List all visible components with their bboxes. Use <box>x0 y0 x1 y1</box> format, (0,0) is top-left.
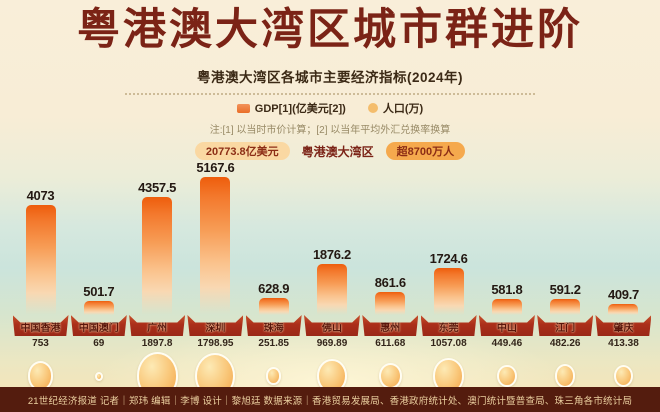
legend-item-gdp: GDP[1](亿美元[2]) <box>236 100 346 116</box>
gdp-total-badge: 20773.8亿美元 <box>194 142 290 161</box>
population-circle-zone <box>537 352 594 400</box>
chart-legend: GDP[1](亿美元[2]) 人口(万) <box>0 100 660 116</box>
chart-column: 861.6 惠州 611.68 <box>362 160 419 400</box>
city-label-plaque: 深圳 <box>187 315 244 336</box>
gdp-value-label: 409.7 <box>607 286 639 302</box>
gdp-value-label: 581.8 <box>491 282 523 298</box>
page-title: 粤港澳大湾区城市群进阶 <box>77 5 583 55</box>
population-value-label: 611.68 <box>375 338 406 349</box>
population-value-label: 413.38 <box>608 338 639 349</box>
city-label-plaque: 广州 <box>129 315 186 336</box>
city-label-plaque: 中国香港 <box>12 315 69 336</box>
gdp-swatch-icon <box>236 103 250 113</box>
gdp-bar <box>25 204 56 315</box>
population-circle <box>613 365 634 387</box>
footnote: 注:[1] 以当时市价计算；[2] 以当年平均外汇兑换率换算 <box>209 125 451 137</box>
population-circle-zone <box>595 352 652 400</box>
gdp-bar <box>142 196 173 315</box>
gdp-value-label: 628.9 <box>258 281 290 296</box>
gdp-bar-zone: 409.7 <box>595 160 652 315</box>
summary-row: 20773.8亿美元 粤港澳大湾区 超8700万人 <box>0 142 660 161</box>
footer-credits: 21世纪经济报道 记者｜郑玮 编辑｜李博 设计｜黎旭廷 数据来源｜香港贸易发展局… <box>0 387 660 412</box>
city-label-plaque: 惠州 <box>362 315 419 336</box>
city-label-plaque: 中山 <box>478 315 535 336</box>
population-value-label: 1897.8 <box>141 338 173 349</box>
gdp-bar-zone: 1876.2 <box>303 160 360 315</box>
chart-column: 1876.2 佛山 969.89 <box>303 160 360 400</box>
gdp-bar <box>258 298 289 315</box>
city-label-plaque: 东莞 <box>420 315 477 336</box>
population-circle <box>266 367 282 385</box>
chart-column: 5167.6 深圳 1798.95 <box>187 160 244 400</box>
population-value-label: 1798.95 <box>197 338 234 349</box>
population-swatch-icon <box>367 103 378 114</box>
city-label-plaque: 佛山 <box>303 315 360 336</box>
population-value-label: 69 <box>93 338 105 349</box>
population-value-label: 251.85 <box>258 338 289 349</box>
population-total-badge: 超8700万人 <box>385 142 466 161</box>
population-value-label: 449.46 <box>491 338 523 349</box>
chart-column: 581.8 中山 449.46 <box>478 160 535 400</box>
legend-item-population: 人口(万) <box>367 100 424 116</box>
chart-column: 1724.6 东莞 1057.08 <box>420 160 477 400</box>
gdp-value-label: 1876.2 <box>313 247 351 263</box>
gdp-value-label: 501.7 <box>83 284 115 300</box>
gdp-bar-zone: 4073 <box>12 160 69 315</box>
population-circle <box>554 364 576 388</box>
gdp-bar <box>550 299 581 315</box>
gdp-value-label: 5167.6 <box>196 160 235 175</box>
population-value-label: 753 <box>32 338 49 349</box>
gdp-value-label: 1724.6 <box>429 251 468 267</box>
gdp-bar-zone: 861.6 <box>362 160 419 315</box>
population-value-label: 482.26 <box>549 338 581 349</box>
population-circle <box>94 371 103 381</box>
gdp-bar-zone: 628.9 <box>245 160 302 315</box>
population-circle <box>378 362 402 390</box>
gdp-bar <box>83 301 114 315</box>
city-label-plaque: 珠海 <box>245 315 302 336</box>
chart-subtitle: 粤港澳大湾区各城市主要经济指标(2024年) <box>196 70 464 86</box>
gdp-bar <box>316 264 347 315</box>
population-value-label: 969.89 <box>316 338 348 349</box>
population-legend-label: 人口(万) <box>382 103 424 116</box>
gdp-bar-zone: 591.2 <box>537 160 594 315</box>
chart-column: 628.9 珠海 251.85 <box>245 160 302 400</box>
chart-column: 591.2 江门 482.26 <box>537 160 594 400</box>
population-circle-zone <box>70 352 127 400</box>
population-circle <box>496 364 517 388</box>
city-label-plaque: 肇庆 <box>595 315 652 336</box>
gdp-bar <box>491 299 522 315</box>
chart-column: 4357.5 广州 1897.8 <box>129 160 186 400</box>
population-circle-zone <box>245 352 302 400</box>
gdp-value-label: 4073 <box>26 187 55 203</box>
gdp-bar <box>608 303 639 315</box>
gdp-bar-zone: 501.7 <box>70 160 127 315</box>
gdp-value-label: 591.2 <box>549 282 581 297</box>
gdp-value-label: 4357.5 <box>138 179 177 195</box>
gdp-value-label: 861.6 <box>374 274 406 290</box>
gdp-legend-label: GDP[1](亿美元[2]) <box>254 103 346 116</box>
chart-column: 501.7 中国澳门 69 <box>70 160 127 400</box>
gdp-bar <box>200 177 231 315</box>
bar-chart: 4073 中国香港 753 501.7 中国澳门 69 4357.5 广州 1897.8 5167… <box>12 160 652 400</box>
population-value-label: 1057.08 <box>430 338 467 349</box>
chart-column: 4073 中国香港 753 <box>12 160 69 400</box>
chart-column: 409.7 肇庆 413.38 <box>595 160 652 400</box>
gdp-bar-zone: 5167.6 <box>187 160 244 315</box>
population-circle-zone <box>478 352 535 400</box>
gdp-bar-zone: 581.8 <box>478 160 535 315</box>
gdp-bar-zone: 4357.5 <box>129 160 186 315</box>
gdp-bar <box>375 291 406 315</box>
city-label-plaque: 中国澳门 <box>70 315 127 336</box>
gdp-bar-zone: 1724.6 <box>420 160 477 315</box>
region-label: 粤港澳大湾区 <box>301 144 374 159</box>
gdp-bar <box>433 268 464 315</box>
dotted-divider <box>125 93 535 96</box>
city-label-plaque: 江门 <box>537 315 594 336</box>
